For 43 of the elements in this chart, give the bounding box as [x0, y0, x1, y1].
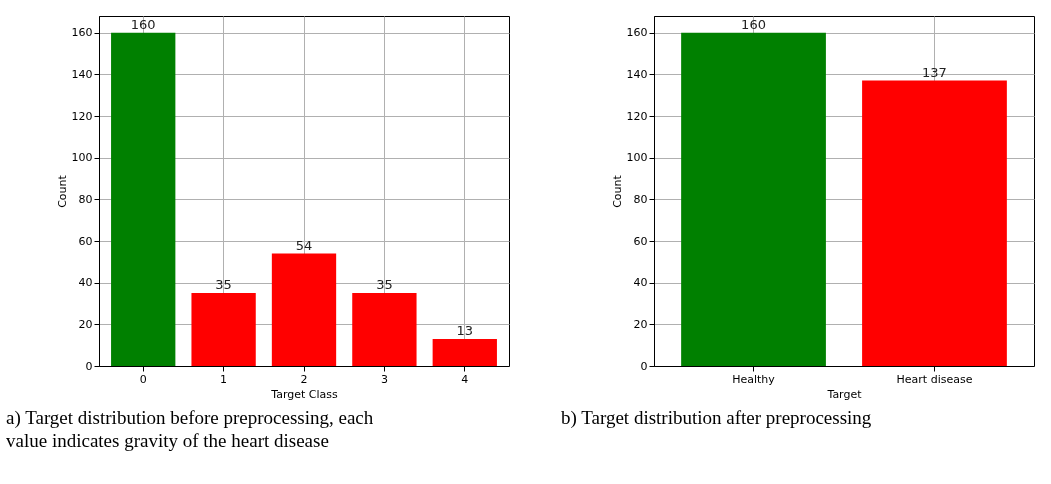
x-tick-label: 1 — [220, 372, 228, 386]
y-tick-label: 20 — [633, 317, 648, 331]
bar — [271, 253, 337, 366]
text: b) Target distribution after preprocessing — [561, 407, 872, 429]
y-axis-title: Count — [610, 174, 624, 208]
x-tick-label: 2 — [300, 372, 308, 386]
y-tick-label: 140 — [71, 67, 93, 81]
data-label: 13 — [456, 322, 474, 338]
y-tick-label: 40 — [633, 276, 648, 290]
y-tick-label: 80 — [78, 192, 93, 206]
bar — [352, 293, 417, 366]
y-tick-label: 100 — [71, 151, 93, 165]
data-label: 137 — [922, 64, 947, 80]
x-tick-label: Healthy — [732, 372, 776, 386]
y-tick-label: 120 — [626, 109, 648, 123]
y-tick-label: 0 — [85, 359, 93, 373]
y-tick-label: 80 — [633, 192, 648, 206]
data-label: 35 — [376, 277, 393, 293]
y-tick-label: 60 — [78, 234, 93, 248]
bar — [191, 293, 256, 366]
x-tick-label: 4 — [461, 372, 469, 386]
y-tick-label: 0 — [640, 359, 648, 373]
x-tick-label: 0 — [139, 372, 147, 386]
bar — [432, 338, 497, 366]
y-axis-title: Count — [55, 174, 69, 208]
data-label: 35 — [215, 277, 232, 293]
y-tick-label: 160 — [71, 26, 93, 40]
y-tick-label: 120 — [71, 109, 93, 123]
x-axis-title: Target Class — [270, 387, 338, 401]
x-axis-title: Target — [826, 387, 863, 401]
x-tick-label: 3 — [380, 372, 388, 386]
bar — [111, 32, 176, 366]
text: a) Target distribution before preprocessing, each value indicates gravity of the heart disease — [6, 407, 374, 451]
y-tick-label: 60 — [633, 234, 648, 248]
data-label: 160 — [130, 16, 156, 32]
y-tick-label: 100 — [626, 151, 648, 165]
x-tick-label: Heart disease — [896, 372, 973, 386]
data-label: 160 — [741, 16, 766, 32]
y-tick-label: 20 — [78, 317, 93, 331]
y-tick-label: 160 — [626, 26, 648, 40]
y-tick-label: 40 — [78, 276, 93, 290]
data-label: 54 — [295, 237, 313, 253]
y-tick-label: 140 — [626, 67, 648, 81]
